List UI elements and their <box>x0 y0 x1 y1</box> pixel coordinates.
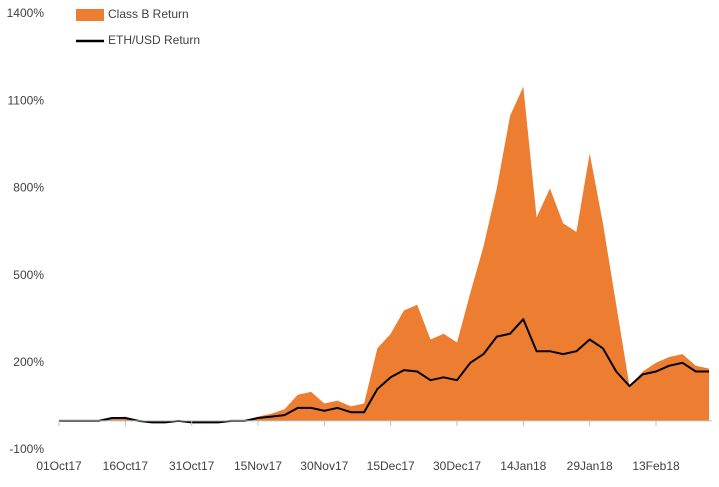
y-tick-label: 800% <box>13 181 44 195</box>
y-tick-label: 200% <box>13 355 44 369</box>
x-tick-label: 13Feb18 <box>632 459 680 473</box>
legend: Class B Return ETH/USD Return <box>76 7 200 47</box>
legend-label: ETH/USD Return <box>108 33 200 47</box>
y-tick-label: 1400% <box>7 6 45 20</box>
x-tick-label: 31Oct17 <box>169 459 215 473</box>
x-tick-label: 14Jan18 <box>500 459 546 473</box>
y-tick-label: 1100% <box>8 93 45 107</box>
x-tick-label: 30Nov17 <box>300 459 348 473</box>
legend-label: Class B Return <box>108 7 189 21</box>
y-tick-label: 500% <box>13 268 44 282</box>
x-tick-label: 30Dec17 <box>433 459 481 473</box>
x-tick-label: 15Nov17 <box>234 459 282 473</box>
legend-swatch <box>76 9 104 21</box>
area <box>59 86 710 423</box>
line <box>59 318 710 424</box>
x-tick-label: 16Oct17 <box>103 459 149 473</box>
x-tick-label: 01Oct17 <box>36 459 82 473</box>
y-tick-label: -100% <box>9 442 44 456</box>
x-tick-label: 15Dec17 <box>367 459 415 473</box>
x-tick-label: 29Jan18 <box>567 459 613 473</box>
